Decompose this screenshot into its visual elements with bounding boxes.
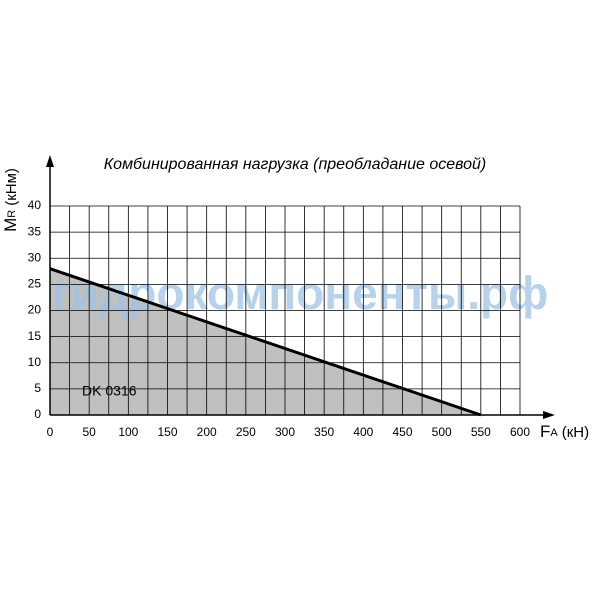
- x-axis-label-sub: A: [550, 427, 558, 439]
- y-axis-label: MR (кНм): [1, 168, 20, 232]
- x-axis-label-unit: (кН): [562, 424, 589, 441]
- x-axis-label: FA (кН): [540, 422, 589, 441]
- y-tick-label: 35: [28, 224, 42, 238]
- x-tick-label: 250: [236, 425, 256, 439]
- y-axis-arrow: [46, 155, 54, 167]
- y-tick-label: 15: [28, 329, 42, 343]
- x-tick-label: 450: [392, 425, 412, 439]
- y-tick-label: 10: [28, 355, 42, 369]
- x-axis-label-main: F: [540, 422, 550, 441]
- y-tick-label: 20: [28, 303, 42, 317]
- x-tick-label: 200: [197, 425, 217, 439]
- x-tick-label: 300: [275, 425, 295, 439]
- y-tick-label: 25: [28, 277, 42, 291]
- y-tick-label: 40: [28, 198, 42, 212]
- x-tick-label: 150: [157, 425, 177, 439]
- y-axis-label-sub: R: [6, 210, 18, 218]
- data-line: [49, 267, 482, 417]
- x-tick-label: 500: [432, 425, 452, 439]
- x-tick-label: 400: [353, 425, 373, 439]
- x-tick-label: 100: [118, 425, 138, 439]
- x-tick-label: 50: [82, 425, 96, 439]
- x-tick-label: 0: [47, 425, 54, 439]
- x-tick-label: 550: [471, 425, 491, 439]
- x-tick-label: 600: [510, 425, 530, 439]
- y-axis-label-main: M: [1, 218, 20, 232]
- y-tick-label: 30: [28, 250, 42, 264]
- y-tick-label: 5: [34, 381, 41, 395]
- y-tick-label: 0: [34, 407, 41, 421]
- x-axis-arrow: [543, 411, 555, 419]
- x-tick-label: 350: [314, 425, 334, 439]
- annotation: DK 0316: [82, 383, 137, 399]
- y-axis-label-unit: (кНм): [3, 168, 20, 206]
- chart-title: Комбинированная нагрузка (преобладание о…: [104, 156, 487, 173]
